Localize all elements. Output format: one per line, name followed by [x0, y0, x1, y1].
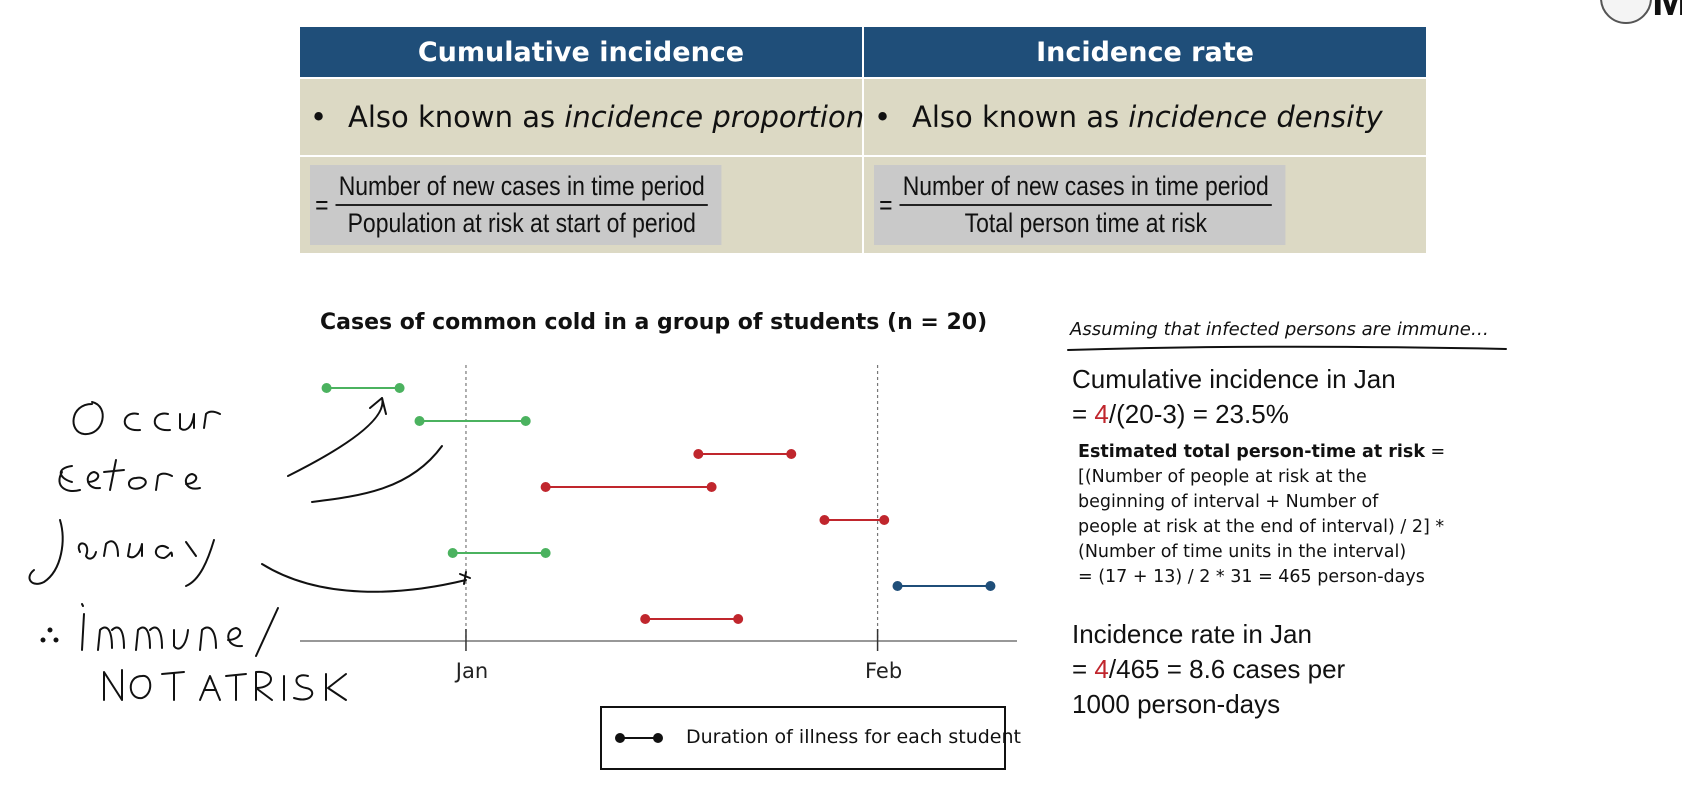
- legend-dumbbell-icon: [615, 733, 663, 743]
- ptime-line-5: = (17 + 13) / 2 * 31 = 465 person-days: [1078, 567, 1425, 587]
- ci-new-cases: 4: [1094, 399, 1109, 429]
- x-tick-label: Feb: [865, 659, 902, 683]
- formula-equals: =: [879, 189, 893, 220]
- aka-term: incidence density: [1128, 100, 1383, 134]
- onset-point: [540, 482, 551, 492]
- cumulative-incidence-calc: Cumulative incidence in Jan = 4/(20-3) =…: [1072, 362, 1396, 432]
- ir-new-cases: 4: [1094, 654, 1109, 684]
- recovery-point: [706, 482, 717, 492]
- onset-point: [640, 614, 651, 624]
- aka-term: incidence proportion: [564, 100, 865, 134]
- ptime-line: Estimated total person-time at risk =: [1078, 440, 1458, 465]
- recovery-point: [985, 581, 996, 591]
- ir-eq: =: [1072, 654, 1095, 684]
- recovery-point: [540, 548, 551, 558]
- illness-duration-mark: [693, 449, 797, 459]
- illness-duration-mark: [540, 482, 717, 492]
- recovery-point: [520, 416, 531, 426]
- illness-duration-mark: [892, 581, 996, 591]
- ptime-line-4: (Number of time units in the interval): [1078, 542, 1407, 562]
- formula-denominator: Population at risk at start of period: [347, 208, 696, 238]
- ptime-line-1: [(Number of people at risk at the: [1078, 467, 1367, 487]
- cell-ci-aka: • Also known as incidence proportion: [300, 77, 865, 156]
- table-row-aka: • Also known as incidence proportion • Als…: [300, 77, 1426, 156]
- ci-result: /(20-3) = 23.5%: [1108, 399, 1289, 429]
- illness-duration-mark: [819, 515, 890, 525]
- x-tick-label: Jan: [454, 659, 488, 683]
- onset-point: [693, 449, 704, 459]
- formula-equals: =: [315, 189, 329, 220]
- ir-heading: Incidence rate in Jan: [1072, 619, 1312, 649]
- ptime-line-0: =: [1424, 442, 1446, 462]
- cell-ci-formula: = Number of new cases in time period Pop…: [300, 155, 864, 253]
- ptime-line-3: people at risk at the end of interval) /…: [1078, 517, 1445, 537]
- ir-equation: = 4/465 = 8.6 cases per: [1072, 652, 1345, 687]
- formula-fraction: Number of new cases in time period Popul…: [335, 171, 709, 239]
- incidence-comparison-table: Cumulative incidence Incidence rate • Als…: [300, 27, 1426, 253]
- illness-duration-mark: [414, 416, 531, 426]
- onset-point: [892, 581, 903, 591]
- header-incidence-rate: Incidence rate: [863, 27, 1426, 78]
- formula-numerator: Number of new cases in time period: [335, 171, 709, 206]
- ci-eq: =: [1072, 399, 1095, 429]
- recovery-point: [786, 449, 797, 459]
- incidence-rate-calc: Incidence rate in Jan = 4/465 = 8.6 case…: [1072, 617, 1345, 722]
- chart-title: Cases of common cold in a group of stude…: [320, 310, 988, 335]
- recovery-point: [733, 614, 744, 624]
- ci-equation: = 4/(20-3) = 23.5%: [1072, 397, 1396, 432]
- onset-point: [414, 416, 425, 426]
- bullet-point: •: [874, 100, 892, 134]
- aka-prefix: Also known as: [348, 100, 565, 134]
- recovery-point: [879, 515, 890, 525]
- ptime-title: Estimated total person-time at risk: [1078, 442, 1425, 462]
- ci-heading: Cumulative incidence in Jan: [1072, 364, 1396, 394]
- recovery-point: [394, 383, 405, 393]
- aka-prefix: Also known as: [912, 100, 1129, 134]
- illness-duration-mark: [640, 614, 744, 624]
- formula-denominator: Total person time at risk: [964, 208, 1207, 238]
- header-cumulative-incidence: Cumulative incidence: [300, 27, 864, 78]
- formula-numerator: Number of new cases in time period: [899, 171, 1273, 206]
- ir-formula: = Number of new cases in time period Tot…: [874, 165, 1286, 245]
- table-header-row: Cumulative incidence Incidence rate: [300, 27, 1426, 78]
- illness-duration-mark: [321, 383, 405, 393]
- logo-text: Med: [1652, 0, 1682, 25]
- onset-point: [321, 383, 332, 393]
- illness-duration-mark: [447, 548, 551, 558]
- bullet-point: •: [310, 100, 328, 134]
- ptime-line-2: beginning of interval + Number of: [1078, 492, 1379, 512]
- formula-fraction: Number of new cases in time period Total…: [899, 171, 1273, 239]
- person-time-explanation: Estimated total person-time at risk = [(…: [1078, 440, 1458, 590]
- legend-label: Duration of illness for each student: [686, 726, 1021, 748]
- table-row-formula: = Number of new cases in time period Pop…: [300, 155, 1426, 253]
- cell-ir-formula: = Number of new cases in time period Tot…: [863, 155, 1426, 253]
- onset-point: [819, 515, 830, 525]
- cell-ir-aka: • Also known as incidence density: [863, 77, 1426, 156]
- ir-result: /465 = 8.6 cases per: [1108, 654, 1346, 684]
- assumption-note: Assuming that infected persons are immun…: [1070, 319, 1489, 340]
- ir-units: 1000 person-days: [1072, 689, 1281, 719]
- ci-formula: = Number of new cases in time period Pop…: [310, 165, 722, 245]
- onset-point: [447, 548, 458, 558]
- chart-legend: Duration of illness for each student: [600, 706, 1021, 770]
